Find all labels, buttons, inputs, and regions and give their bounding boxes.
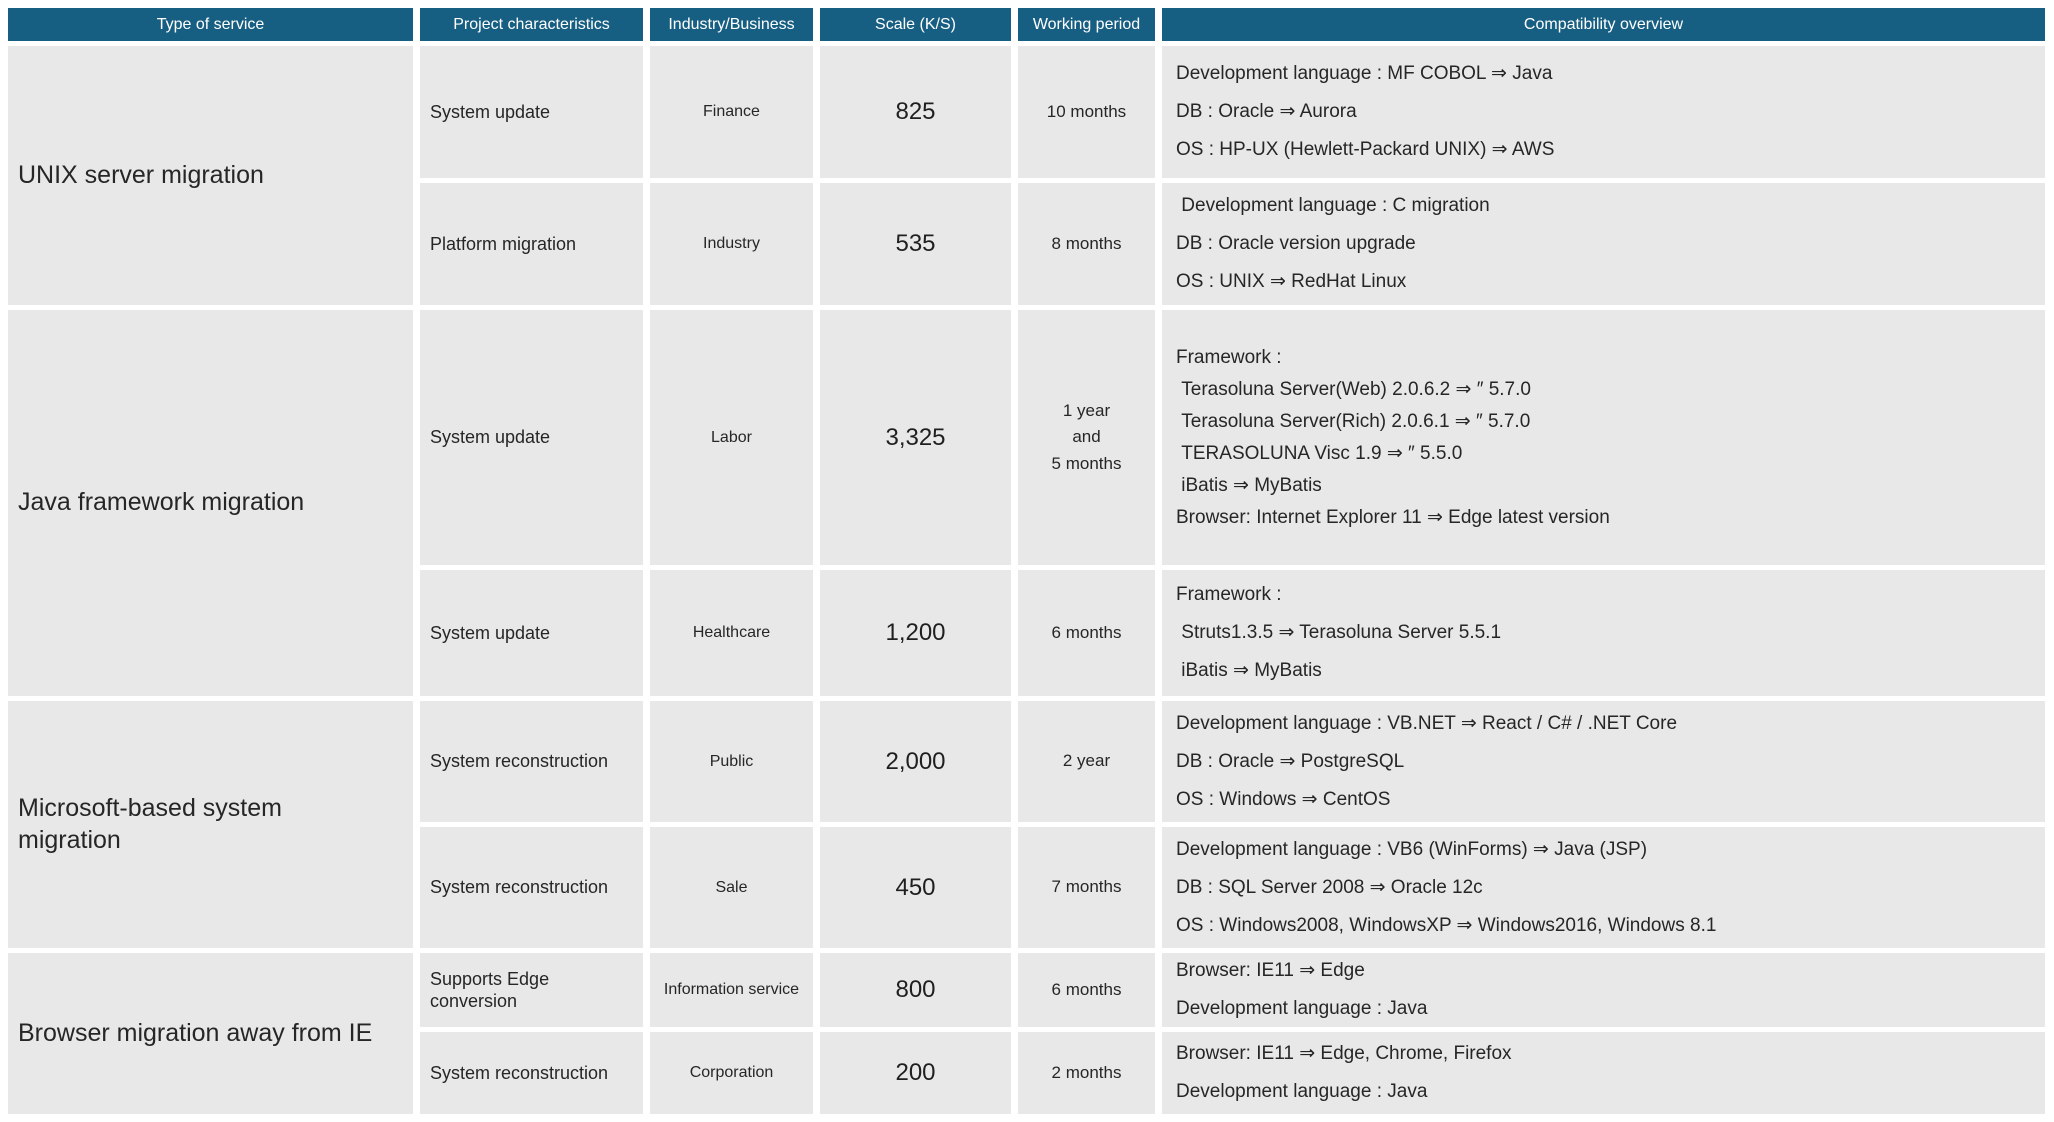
service-browser-migration-away-from-ie: Browser migration away from IE (8, 953, 413, 1114)
industry-cell: Information service (650, 953, 813, 1027)
compat-line: Development language : MF COBOL ⇒ Java (1176, 63, 1553, 84)
compat-line: iBatis ⇒ MyBatis (1176, 474, 1322, 496)
compatibility-cell: Browser: IE11 ⇒ Edge Development languag… (1162, 953, 2045, 1027)
header-industry-business: Industry/Business (650, 8, 813, 41)
scale-cell: 825 (820, 46, 1011, 178)
compat-line: Development language : VB.NET ⇒ React / … (1176, 712, 1678, 734)
compat-line: OS : Windows ⇒ CentOS (1176, 788, 1391, 810)
compatibility-cell: Framework : Struts1.3.5 ⇒ Terasoluna Ser… (1162, 570, 2045, 696)
compat-line: OS : HP-UX (Hewlett-Packard UNIX) ⇒ AWS (1176, 139, 1555, 160)
scale-cell: 1,200 (820, 570, 1011, 696)
compat-line: Framework : (1176, 346, 1282, 368)
period-cell: 2 year (1018, 701, 1155, 822)
characteristics-cell: Supports Edge conversion (420, 953, 643, 1027)
header-compatibility-overview: Compatibility overview (1162, 8, 2045, 41)
characteristics-cell: System reconstruction (420, 827, 643, 948)
compat-line: Struts1.3.5 ⇒ Terasoluna Server 5.5.1 (1176, 622, 1502, 643)
compat-line: OS : Windows2008, WindowsXP ⇒ Windows201… (1176, 914, 1717, 936)
compat-line: Browser: IE11 ⇒ Edge (1176, 960, 1365, 981)
industry-cell: Public (650, 701, 813, 822)
compat-line: Development language : Java (1176, 998, 1428, 1019)
compat-line: Development language : C migration (1176, 195, 1490, 216)
industry-cell: Healthcare (650, 570, 813, 696)
compat-line: Terasoluna Server(Rich) 2.0.6.1 ⇒ ″ 5.7.… (1176, 410, 1531, 432)
compat-line: Browser: IE11 ⇒ Edge, Chrome, Firefox (1176, 1043, 1512, 1064)
compatibility-cell: Browser: IE11 ⇒ Edge, Chrome, Firefox De… (1162, 1032, 2045, 1114)
compat-line: DB : SQL Server 2008 ⇒ Oracle 12c (1176, 876, 1483, 898)
compat-line: DB : Oracle ⇒ PostgreSQL (1176, 750, 1405, 772)
characteristics-cell: Platform migration (420, 183, 643, 305)
header-project-characteristics: Project characteristics (420, 8, 643, 41)
service-microsoft-based-system-migration: Microsoft-based system migration (8, 701, 413, 948)
compat-line: OS : UNIX ⇒ RedHat Linux (1176, 271, 1407, 292)
compatibility-cell: Development language : C migration DB : … (1162, 183, 2045, 305)
industry-cell: Industry (650, 183, 813, 305)
compat-line: Terasoluna Server(Web) 2.0.6.2 ⇒ ″ 5.7.0 (1176, 378, 1531, 400)
characteristics-cell: System update (420, 46, 643, 178)
compat-line: DB : Oracle ⇒ Aurora (1176, 101, 1357, 122)
period-cell: 2 months (1018, 1032, 1155, 1114)
period-cell: 7 months (1018, 827, 1155, 948)
compatibility-cell: Framework : Terasoluna Server(Web) 2.0.6… (1162, 310, 2045, 565)
industry-cell: Sale (650, 827, 813, 948)
scale-cell: 800 (820, 953, 1011, 1027)
characteristics-cell: System update (420, 570, 643, 696)
scale-cell: 535 (820, 183, 1011, 305)
compat-line: Development language : VB6 (WinForms) ⇒ … (1176, 838, 1648, 860)
period-cell: 1 year and 5 months (1018, 310, 1155, 565)
characteristics-cell: System reconstruction (420, 1032, 643, 1114)
service-java-framework-migration: Java framework migration (8, 310, 413, 696)
compatibility-cell: Development language : MF COBOL ⇒ Java D… (1162, 46, 2045, 178)
scale-cell: 200 (820, 1032, 1011, 1114)
compat-line: TERASOLUNA Visc 1.9 ⇒ ″ 5.5.0 (1176, 442, 1463, 464)
compatibility-cell: Development language : VB.NET ⇒ React / … (1162, 701, 2045, 822)
compat-line: Framework : (1176, 584, 1282, 605)
industry-cell: Corporation (650, 1032, 813, 1114)
period-cell: 8 months (1018, 183, 1155, 305)
header-scale: Scale (K/S) (820, 8, 1011, 41)
characteristics-cell: System reconstruction (420, 701, 643, 822)
industry-cell: Finance (650, 46, 813, 178)
header-type-of-service: Type of service (8, 8, 413, 41)
scale-cell: 450 (820, 827, 1011, 948)
scale-cell: 2,000 (820, 701, 1011, 822)
service-unix-server-migration: UNIX server migration (8, 46, 413, 305)
header-working-period: Working period (1018, 8, 1155, 41)
compatibility-cell: Development language : VB6 (WinForms) ⇒ … (1162, 827, 2045, 948)
compat-line: DB : Oracle version upgrade (1176, 233, 1416, 254)
compat-line: Development language : Java (1176, 1081, 1428, 1102)
industry-cell: Labor (650, 310, 813, 565)
period-cell: 6 months (1018, 953, 1155, 1027)
compat-line: iBatis ⇒ MyBatis (1176, 660, 1322, 681)
compat-line: Browser: Internet Explorer 11 ⇒ Edge lat… (1176, 506, 1610, 528)
characteristics-cell: System update (420, 310, 643, 565)
period-cell: 6 months (1018, 570, 1155, 696)
scale-cell: 3,325 (820, 310, 1011, 565)
period-cell: 10 months (1018, 46, 1155, 178)
